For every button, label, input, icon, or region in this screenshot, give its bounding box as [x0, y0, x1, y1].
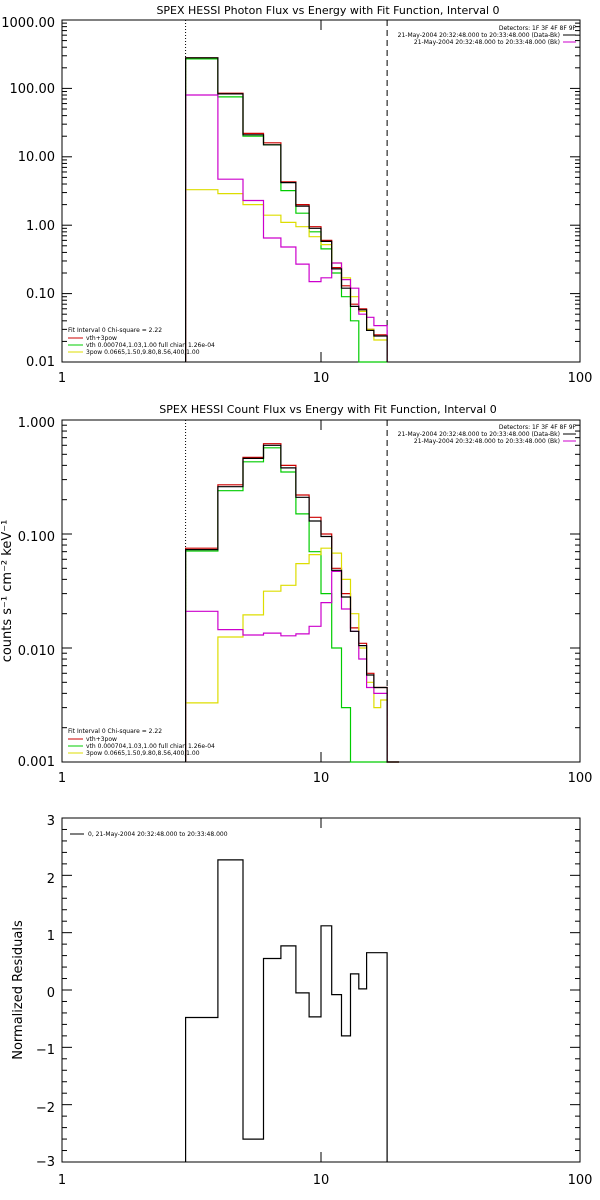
series-bk-line — [185, 570, 399, 763]
residuals-ytick-1: 1 — [47, 929, 55, 944]
photon-flux-panel: SPEX HESSI Photon Flux vs Energy with Fi… — [1, 4, 592, 386]
count-legend-bk: 21-May-2004 20:32:48.000 to 20:33:48.000… — [414, 438, 560, 445]
residuals-ytick-3: 3 — [47, 814, 55, 829]
residuals-ytick-2: 2 — [47, 872, 55, 887]
count-legend-fit: vth+3pow — [86, 736, 117, 743]
residuals-ylabel: Normalized Residuals — [11, 920, 26, 1060]
count-xtick-10: 10 — [313, 771, 330, 786]
photon-ytick-0.1: 0.10 — [26, 287, 55, 302]
photon-ytick-1: 1.00 — [26, 219, 55, 234]
residuals-ytick-m3: −3 — [36, 1155, 55, 1170]
count-xtick-1: 1 — [58, 771, 66, 786]
count-legend-3pow: 3pow 0.0665,1.50,9.80,8.56,400,1.00 — [86, 750, 200, 757]
photon-legend-vth: vth 0.000704,1.03,1.00 full chian 1.26e-… — [86, 342, 215, 349]
residuals-ytick-m2: −2 — [36, 1101, 55, 1116]
residuals-xtick-10: 10 — [313, 1173, 330, 1188]
count-flux-panel: SPEX HESSI Count Flux vs Energy with Fit… — [0, 403, 592, 786]
count-fit-range-lines — [185, 420, 388, 762]
photon-fit-info: Fit Interval 0 Chi-square = 2.22 — [68, 327, 162, 334]
count-fit-info: Fit Interval 0 Chi-square = 2.22 — [68, 728, 162, 735]
photon-plot-frame — [61, 19, 581, 363]
count-series — [185, 443, 399, 763]
photon-ytick-100: 100.00 — [10, 82, 56, 97]
photon-flux-title: SPEX HESSI Photon Flux vs Energy with Fi… — [156, 4, 499, 17]
photon-legend-data: 21-May-2004 20:32:48.000 to 20:33:48.000… — [398, 32, 560, 39]
count-ytick-0.1: 0.100 — [18, 530, 55, 545]
series-bk-line — [185, 94, 388, 362]
photon-ytick-10: 10.00 — [18, 150, 55, 165]
series-0-line — [185, 859, 388, 1162]
residuals-axis-ticks — [61, 817, 581, 1163]
photon-series — [185, 57, 388, 363]
photon-xtick-1: 1 — [58, 371, 66, 386]
residuals-panel: Normalized Residuals 3 2 1 0 −1 −2 −3 1 … — [11, 814, 592, 1188]
photon-legend-3pow: 3pow 0.0665,1.50,9.80,8.56,400,1.00 — [86, 349, 200, 356]
residuals-ytick-0: 0 — [47, 986, 55, 1001]
residuals-series — [185, 859, 388, 1162]
series-data-bk-line — [185, 444, 399, 763]
count-ytick-0.01: 0.010 — [18, 644, 55, 659]
count-xtick-100: 100 — [568, 771, 593, 786]
count-axis-ticks — [61, 419, 581, 763]
series-vth-3pow-line — [185, 57, 388, 362]
residuals-legend: 0, 21-May-2004 20:32:48.000 to 20:33:48.… — [88, 831, 228, 838]
count-ytick-0.001: 0.001 — [18, 755, 55, 770]
count-ytick-1: 1.000 — [18, 416, 55, 431]
count-legend-data: 21-May-2004 20:32:48.000 to 20:33:48.000… — [398, 431, 560, 438]
photon-xtick-100: 100 — [568, 371, 593, 386]
residuals-xtick-100: 100 — [568, 1173, 593, 1188]
photon-ytick-0.01: 0.01 — [26, 355, 55, 370]
photon-legend-bk: 21-May-2004 20:32:48.000 to 20:33:48.000… — [414, 39, 560, 46]
series-3pow-line — [185, 189, 388, 362]
photon-axis-ticks — [61, 19, 581, 363]
photon-detectors-label: Detectors: 1F 3F 4F 8F 9F — [499, 25, 577, 32]
series-vth-line — [185, 58, 388, 363]
count-detectors-label: Detectors: 1F 3F 4F 8F 9F — [499, 424, 577, 431]
photon-legend-fit: vth+3pow — [86, 335, 117, 342]
photon-xtick-10: 10 — [313, 371, 330, 386]
count-flux-title: SPEX HESSI Count Flux vs Energy with Fit… — [159, 403, 496, 416]
count-ylabel: counts s⁻¹ cm⁻² keV⁻¹ — [0, 520, 15, 663]
photon-ytick-1000: 1000.00 — [1, 16, 55, 31]
count-legend-vth: vth 0.000704,1.03,1.00 full chian 1.26e-… — [86, 743, 215, 750]
series-data-bk-line — [185, 57, 388, 362]
residuals-xtick-1: 1 — [58, 1173, 66, 1188]
residuals-ytick-m1: −1 — [36, 1043, 55, 1058]
